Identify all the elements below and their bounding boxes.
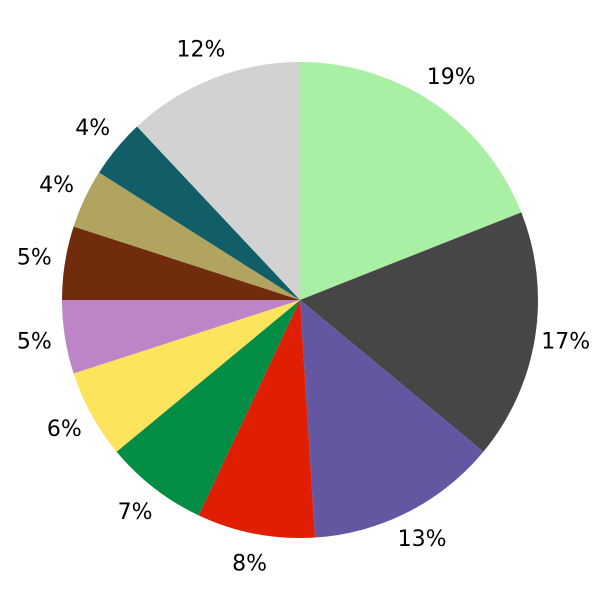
pie-slice (300, 300, 484, 538)
slice-label: 4% (39, 173, 74, 198)
slice-label: 5% (17, 330, 52, 355)
pie-slice (300, 62, 522, 300)
slice-label: 4% (75, 116, 110, 141)
pie-slice (116, 300, 301, 516)
slice-label: 17% (541, 330, 590, 355)
slice-label: 7% (118, 500, 153, 525)
slice-label: 6% (47, 417, 82, 442)
pie-slice (137, 62, 300, 300)
slice-label: 5% (17, 245, 52, 270)
pie-slice (300, 212, 539, 452)
pie-slice (73, 300, 301, 452)
pie-slice (62, 226, 300, 300)
pie-slice (198, 300, 315, 538)
pie-slice (62, 300, 300, 374)
slice-label: 8% (232, 552, 267, 577)
pie-slice (73, 172, 301, 300)
pie-slice (99, 126, 300, 300)
slice-label: 19% (427, 65, 476, 90)
slice-label: 12% (177, 37, 226, 62)
slice-label: 13% (398, 527, 447, 552)
